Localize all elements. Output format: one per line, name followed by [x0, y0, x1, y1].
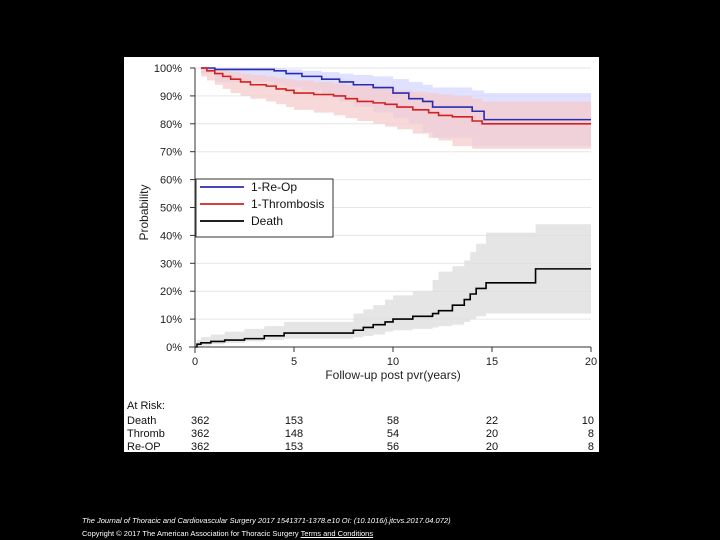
at-risk-value-0-2: 58 — [387, 415, 399, 427]
citation-text: The Journal of Thoracic and Cardiovascul… — [82, 516, 451, 525]
y-tick-label-2: 20% — [160, 286, 182, 298]
x-tick-label-0: 0 — [192, 356, 198, 368]
y-tick-label-3: 30% — [160, 258, 182, 270]
at-risk-value-1-4: 8 — [588, 428, 594, 440]
x-tick-label-4: 20 — [585, 356, 597, 368]
series-line-0 — [200, 67, 591, 121]
terms-link[interactable]: Terms and Conditions — [300, 529, 374, 538]
at-risk-value-2-3: 20 — [486, 441, 498, 452]
y-tick-label-8: 80% — [160, 119, 182, 131]
ci-band-2 — [195, 224, 591, 347]
copyright-text: Copyright © 2017 The American Associatio… — [82, 529, 373, 538]
at-risk-value-2-2: 56 — [387, 441, 399, 452]
at-risk-value-1-3: 20 — [486, 428, 498, 440]
at-risk-value-1-1: 148 — [285, 428, 303, 440]
legend-box — [195, 178, 334, 238]
at-risk-value-0-0: 362 — [191, 415, 209, 427]
at-risk-value-0-1: 153 — [285, 415, 303, 427]
legend-label-1: 1-Thrombosis — [251, 197, 324, 211]
km-chart: 0% 10% 20% 30% 40% 50% 60% 70% 80% 90% 100% 0 5 10 15 2… — [127, 63, 597, 452]
series-line-1 — [200, 67, 591, 125]
x-tick-label-2: 10 — [387, 356, 399, 368]
at-risk-value-0-3: 22 — [486, 415, 498, 427]
series-line-2 — [195, 268, 591, 348]
at-risk-value-0-4: 10 — [582, 415, 594, 427]
ci-band-1 — [200, 68, 591, 149]
figure-panel: 0% 10% 20% 30% 40% 50% 60% 70% 80% 90% 100% 0 5 10 15 2… — [124, 57, 599, 452]
y-axis-title: Probability — [137, 184, 151, 240]
x-tick-label-1: 5 — [291, 356, 297, 368]
x-tick-label-3: 15 — [486, 356, 498, 368]
y-tick-label-4: 40% — [160, 230, 182, 242]
y-tick-label-9: 90% — [160, 91, 182, 103]
at-risk-value-2-1: 153 — [285, 441, 303, 452]
y-tick-label-6: 60% — [160, 175, 182, 187]
y-tick-label-1: 10% — [160, 314, 182, 326]
y-tick-label-5: 50% — [160, 203, 182, 215]
y-tick-label-10: 100% — [154, 63, 182, 75]
legend-label-2: Death — [251, 214, 283, 228]
at-risk-row-label-2: Re-OP — [127, 441, 161, 452]
y-tick-label-0: 0% — [166, 342, 182, 354]
x-axis-title: Follow-up post pvr(years) — [325, 368, 460, 382]
at-risk-row-label-0: Death — [127, 415, 156, 427]
at-risk-value-1-0: 362 — [191, 428, 209, 440]
at-risk-value-1-2: 54 — [387, 428, 399, 440]
at-risk-title: At Risk: — [127, 400, 165, 412]
y-tick-label-7: 70% — [160, 147, 182, 159]
copyright-prefix: Copyright © 2017 The American Associatio… — [82, 529, 301, 538]
at-risk-row-label-1: Thromb — [127, 428, 165, 440]
at-risk-value-2-0: 362 — [191, 441, 209, 452]
legend-label-0: 1-Re-Op — [251, 180, 297, 194]
at-risk-value-2-4: 8 — [588, 441, 594, 452]
